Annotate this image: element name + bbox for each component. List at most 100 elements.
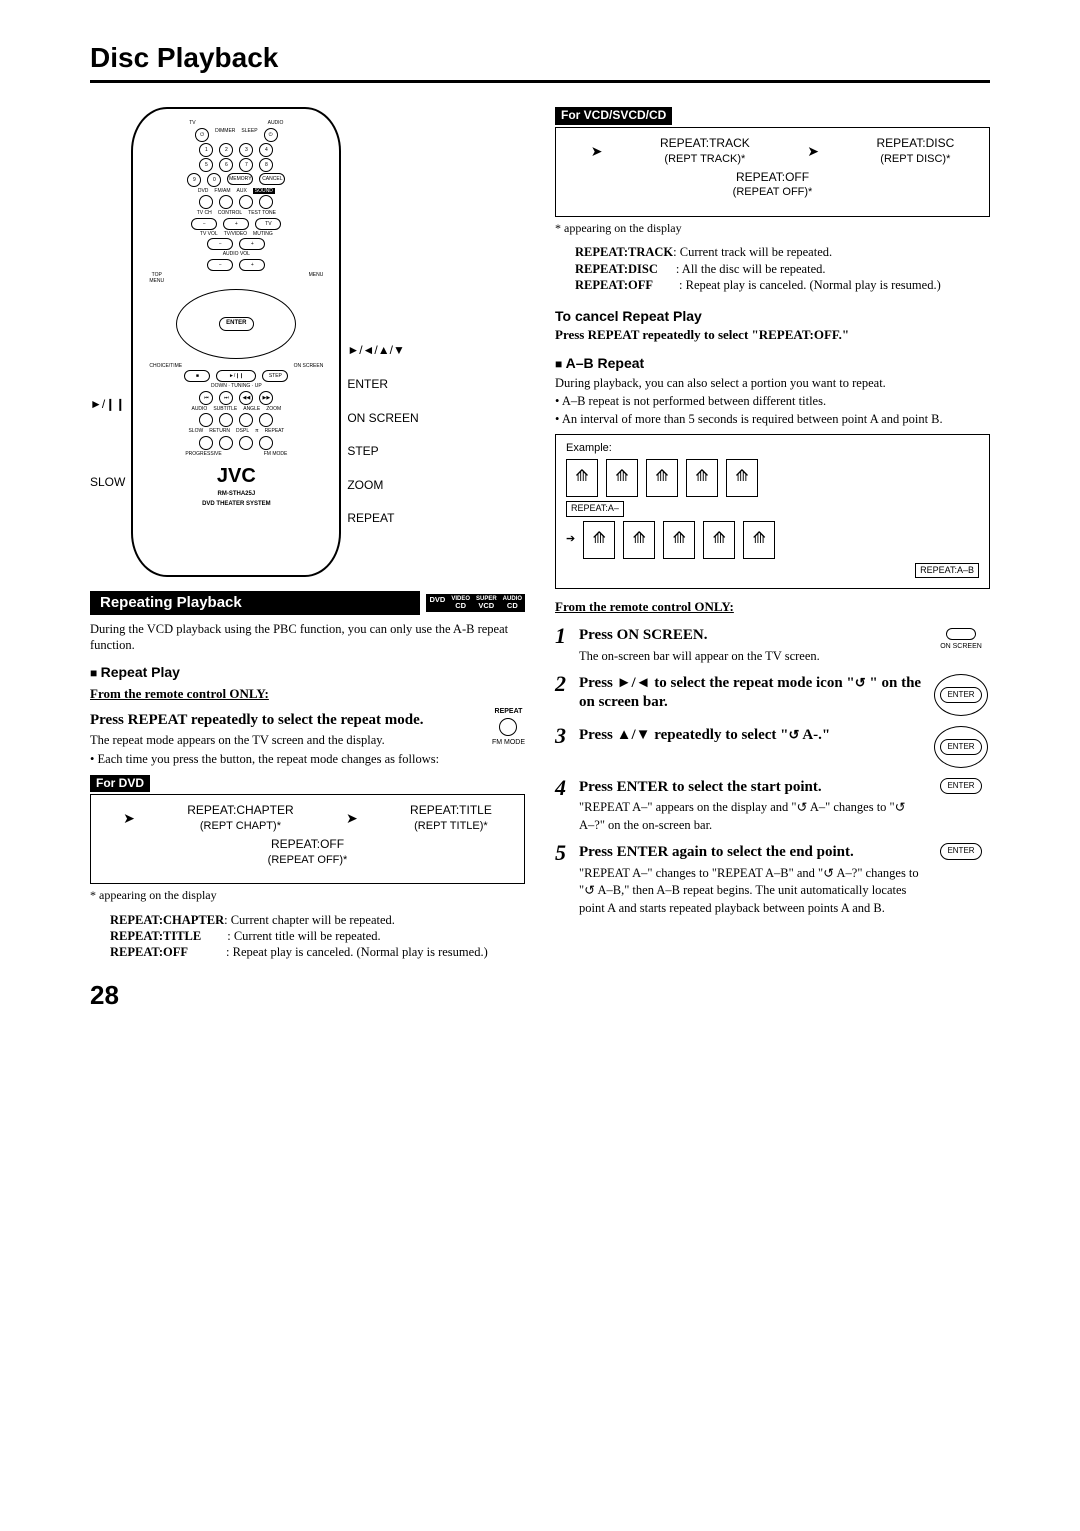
dancer-icon: ⟰ xyxy=(686,459,718,497)
remote-label-onscreen: ON SCREEN xyxy=(347,411,418,427)
arrow-icon: ➔ xyxy=(566,532,575,546)
onscreen-button-icon: ON SCREEN xyxy=(940,626,982,651)
fmmode-label: FM MODE xyxy=(264,451,288,458)
remote-label-slow: SLOW xyxy=(90,475,125,491)
remote-model: RM-STHA25J xyxy=(141,491,331,499)
testtone-label: TEST TONE xyxy=(248,210,276,217)
dancer-icon: ⟰ xyxy=(566,459,598,497)
dancer-icon: ⟰ xyxy=(663,521,695,559)
step4-title: Press ENTER to select the start point. xyxy=(579,778,926,798)
remote-label-step: STEP xyxy=(347,444,418,460)
dancer-icon: ⟰ xyxy=(623,521,655,559)
muting-label: MUTING xyxy=(253,231,273,238)
repeating-playback-heading: Repeating Playback xyxy=(90,591,420,615)
remote-dimmer-label: DIMMER xyxy=(215,128,235,142)
step-2: 2 Press ►/◄ to select the repeat mode ic… xyxy=(555,674,990,716)
example-label: Example: xyxy=(566,441,979,455)
repeat-a-label: REPEAT:A– xyxy=(566,501,624,517)
ab-intro: During playback, you can also select a p… xyxy=(555,375,990,391)
step5-text: "REPEAT A–" changes to "REPEAT A–B" and … xyxy=(579,865,926,916)
vcd-flow-diagram: ➤ REPEAT:TRACK(REPT TRACK)* ➤ REPEAT:DIS… xyxy=(555,127,990,217)
repeat-note2: Each time you press the button, the repe… xyxy=(90,751,525,767)
sound-label: SOUND xyxy=(253,188,275,195)
dvd-label: DVD xyxy=(198,188,209,195)
aux-label: AUX xyxy=(237,188,247,195)
step-1: 1 Press ON SCREEN. The on-screen bar wil… xyxy=(555,626,990,664)
remote-model2: DVD THEATER SYSTEM xyxy=(141,501,331,509)
dvd-flow-diagram: ➤ REPEAT:CHAPTER(REPT CHAPT)* ➤ REPEAT:T… xyxy=(90,794,525,884)
dancer-icon: ⟰ xyxy=(606,459,638,497)
dancer-icon: ⟰ xyxy=(726,459,758,497)
tvvideo-label: TV/VIDEO xyxy=(224,231,247,238)
remote-power-tv-icon: ⏻ xyxy=(195,128,209,142)
press-repeat-instruction: Press REPEAT repeatedly to select the re… xyxy=(90,711,484,731)
subtitle-label: SUBTITLE xyxy=(213,406,237,413)
page-title: Disc Playback xyxy=(90,40,990,83)
dvd-definitions: REPEAT:CHAPTER: Current chapter will be … xyxy=(110,912,525,961)
choicetime-label: CHOICE/TIME xyxy=(149,363,182,370)
tvvol-label: TV VOL xyxy=(200,231,218,238)
dancer-icon: ⟰ xyxy=(646,459,678,497)
ab-bullet2: An interval of more than 5 seconds is re… xyxy=(555,411,990,427)
repeat-play-heading: Repeat Play xyxy=(90,663,525,682)
ab-from-remote: From the remote control ONLY: xyxy=(555,599,990,616)
ab-example-box: Example: ⟰ ⟰ ⟰ ⟰ ⟰ REPEAT:A– ➔ ⟰ ⟰ ⟰ ⟰ xyxy=(555,434,990,590)
dvd-asterisk-note: * appearing on the display xyxy=(90,888,525,904)
dspl-label: DSPL xyxy=(236,428,249,435)
step5-title: Press ENTER again to select the end poin… xyxy=(579,843,926,863)
remote-illustration: ►/❙❙ SLOW TVAUDIO ⏻ DIMMER SLEEP ⏻ 1234 … xyxy=(90,107,525,577)
remote-label-enter: ENTER xyxy=(347,377,418,393)
cancel-btn: CANCEL xyxy=(259,173,285,185)
step2-title: Press ►/◄ to select the repeat mode icon… xyxy=(579,674,926,713)
dancer-icon: ⟰ xyxy=(703,521,735,559)
onscreen-label: ON SCREEN xyxy=(294,363,324,370)
step1-title: Press ON SCREEN. xyxy=(579,626,926,646)
vcd-definitions: REPEAT:TRACK: Current track will be repe… xyxy=(575,244,990,293)
remote-label-nav: ►/◄/▲/▼ xyxy=(347,343,418,359)
ab-bullet1: A–B repeat is not performed between diff… xyxy=(555,393,990,409)
dancer-icon: ⟰ xyxy=(583,521,615,559)
cancel-repeat-heading: To cancel Repeat Play xyxy=(555,307,990,325)
repeat-icon: ↺ xyxy=(855,675,866,690)
remote-audio-label: AUDIO xyxy=(268,120,284,127)
repeat-icon: ↺ xyxy=(823,865,834,880)
zoom-label: ZOOM xyxy=(266,406,281,413)
enter-button-icon: ENTER xyxy=(940,843,981,859)
repeat-icon: ↺ xyxy=(796,800,807,815)
for-vcd-label: For VCD/SVCD/CD xyxy=(555,107,672,125)
vcd-asterisk-note: * appearing on the display xyxy=(555,221,990,237)
enter-button-icon: ENTER xyxy=(940,778,981,794)
enter-btn-label: ENTER xyxy=(219,317,253,331)
audiovol-label: AUDIO VOL xyxy=(223,251,250,258)
navpad-v-icon: ENTER xyxy=(934,726,988,768)
remote-power-audio-icon: ⏻ xyxy=(264,128,278,142)
repeat-note1: The repeat mode appears on the TV screen… xyxy=(90,732,484,748)
repeating-intro: During the VCD playback using the PBC fu… xyxy=(90,621,525,654)
remote-label-play: ►/❙❙ xyxy=(90,397,125,413)
progressive-label: PROGRESSIVE xyxy=(185,451,221,458)
for-dvd-label: For DVD xyxy=(90,775,150,793)
tvch-label: TV CH xyxy=(197,210,212,217)
step-btn: STEP xyxy=(262,370,288,382)
brand-logo: JVC xyxy=(141,463,331,489)
step1-text: The on-screen bar will appear on the TV … xyxy=(579,648,926,664)
step4-text: "REPEAT A–" appears on the display and "… xyxy=(579,799,926,833)
topmenu-label: TOP MENU xyxy=(149,272,164,285)
remote-label-repeat: REPEAT xyxy=(347,511,418,527)
left-column: ►/❙❙ SLOW TVAUDIO ⏻ DIMMER SLEEP ⏻ 1234 … xyxy=(90,107,525,960)
disc-tags: DVD VIDEOCD SUPERVCD AUDIOCD xyxy=(426,594,525,612)
dancer-icon: ⟰ xyxy=(743,521,775,559)
repeat-icon: ↺ xyxy=(584,883,595,898)
fmam-label: FM/AM xyxy=(214,188,230,195)
navpad-icon: ENTER xyxy=(176,289,296,359)
cancel-repeat-text: Press REPEAT repeatedly to select "REPEA… xyxy=(555,327,990,344)
repeat-label: REPEAT xyxy=(265,428,285,435)
repeat-ab-label: REPEAT:A–B xyxy=(915,563,979,579)
ab-repeat-heading: A–B Repeat xyxy=(555,354,990,373)
menu-label: MENU xyxy=(309,272,324,285)
memory-btn: MEMORY xyxy=(227,173,253,185)
return-label: RETURN xyxy=(209,428,230,435)
step3-title: Press ▲/▼ repeatedly to select "↺ A-." xyxy=(579,726,926,746)
from-remote-only: From the remote control ONLY: xyxy=(90,686,525,703)
repeat-button-icon: REPEAT FM MODE xyxy=(492,707,525,747)
